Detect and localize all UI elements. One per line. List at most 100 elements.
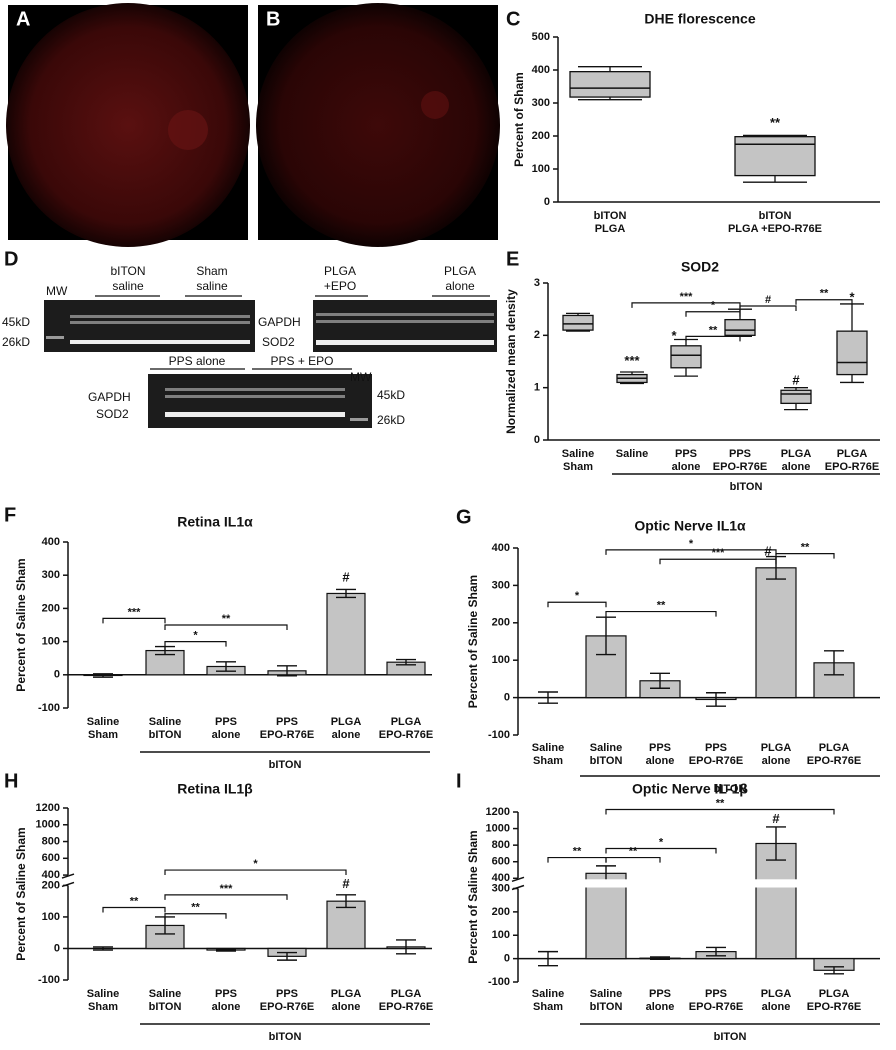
significance-label: ** (820, 288, 829, 300)
blot-label: +EPO (324, 279, 356, 293)
x-tick-label: alone (782, 461, 811, 473)
box (734, 136, 816, 177)
x-tick-label: EPO-R76E (379, 1001, 433, 1013)
axis-break (60, 876, 432, 885)
chart-title: SOD2 (681, 259, 719, 275)
x-tick-label: Saline (532, 742, 564, 754)
significance-bracket (164, 641, 227, 647)
x-tick-label: PLGA (819, 988, 850, 1000)
x-tick-label: Saline (87, 988, 119, 1000)
chart-title: Optic Nerve IL-1β (632, 781, 748, 797)
x-tick-label: Sham (563, 461, 593, 473)
chart-title: Optic Nerve IL1α (634, 518, 746, 534)
significance-label: *** (624, 353, 640, 368)
y-tick-label: 800 (492, 839, 510, 851)
y-tick-label: 1200 (486, 806, 510, 818)
x-tick-label: EPO-R76E (807, 755, 861, 767)
chart-title: DHE florescence (644, 11, 755, 27)
y-tick-label: 600 (42, 852, 60, 864)
panel-label: G (456, 506, 472, 528)
y-tick-label: 200 (532, 130, 550, 142)
significance-label: * (689, 538, 694, 550)
break-mark (61, 881, 75, 888)
blot-label: bITON (110, 264, 145, 278)
box (724, 318, 756, 336)
y-tick-label: 800 (42, 835, 60, 847)
y-tick-label: 100 (42, 636, 60, 648)
blot-label: 45kD (2, 315, 30, 329)
group-label: bITON (714, 783, 747, 795)
x-tick-label: bITON (590, 755, 623, 767)
x-tick-label: alone (762, 1001, 791, 1013)
significance-bracket (659, 558, 777, 565)
blot-label: PLGA (324, 264, 356, 278)
significance-label: # (772, 811, 780, 826)
x-tick-label: bITON (149, 729, 182, 741)
y-tick-label: 1 (534, 382, 540, 394)
x-tick-label: Saline (149, 716, 181, 728)
x-tick-label: PPS (705, 742, 727, 754)
x-tick-label: Saline (149, 988, 181, 1000)
y-axis-label: Percent of Sham (512, 72, 526, 167)
x-tick-label: alone (332, 729, 361, 741)
y-tick-label: 300 (492, 882, 510, 894)
significance-label: * (193, 630, 198, 642)
x-tick-label: PLGA (761, 988, 792, 1000)
y-tick-label: 3 (534, 277, 540, 289)
x-tick-label: PPS (675, 448, 697, 460)
image-a: A (6, 3, 250, 247)
y-tick-label: 1000 (486, 822, 510, 834)
x-tick-label: alone (646, 1001, 675, 1013)
y-tick-label: 300 (42, 569, 60, 581)
significance-label: *** (712, 547, 726, 559)
box (670, 345, 702, 369)
y-tick-label: 0 (544, 196, 550, 208)
y-tick-label: 1000 (36, 819, 60, 831)
x-tick-label: PLGA (391, 716, 422, 728)
y-tick-label: 600 (492, 856, 510, 868)
x-tick-label: EPO-R76E (825, 461, 879, 473)
panel-label: E (506, 248, 519, 270)
x-tick-label: alone (646, 755, 675, 767)
x-tick-label: alone (762, 755, 791, 767)
significance-bracket (605, 549, 777, 555)
box (569, 71, 651, 98)
significance-bracket (605, 847, 717, 854)
western-blots: D (4, 248, 497, 428)
significance-bracket (685, 335, 741, 342)
significance-label: ** (801, 542, 810, 554)
blot-label: saline (196, 279, 228, 293)
x-tick-label: PLGA (595, 223, 626, 235)
x-tick-label: Saline (590, 988, 622, 1000)
y-tick-label: 0 (504, 692, 510, 704)
chart-panel: F Retina IL1α Percent of Saline Sham -100 0 1… (4, 504, 433, 771)
panel-label: D (4, 248, 18, 270)
x-tick-label: alone (332, 1001, 361, 1013)
y-tick-label: 200 (42, 602, 60, 614)
bar (326, 900, 366, 950)
blot-label: MW (350, 370, 372, 384)
x-tick-label: alone (672, 461, 701, 473)
panel-label: A (16, 8, 30, 30)
significance-label: ** (130, 895, 139, 907)
significance-label: ** (191, 902, 200, 914)
box (780, 389, 812, 405)
significance-label: ** (657, 599, 666, 611)
y-axis-label: Percent of Saline Sham (14, 827, 28, 960)
significance-bracket (685, 311, 741, 317)
x-tick-label: EPO-R76E (379, 729, 433, 741)
significance-label: # (764, 544, 772, 559)
chart-panel: C DHE florescence Percent of Sham 0 100 200 30… (506, 8, 880, 235)
blot-label: 26kD (377, 413, 405, 427)
significance-label: * (253, 858, 258, 870)
x-tick-label: PLGA (331, 988, 362, 1000)
significance-label: * (849, 289, 855, 304)
significance-label: *** (128, 606, 142, 618)
chart-panel: H Retina IL1β Percent of Saline Sham -100 0 1… (4, 770, 433, 1043)
panel-label: B (266, 8, 280, 30)
significance-label: * (671, 328, 677, 343)
blot-label: PPS alone (169, 354, 226, 368)
blot-label: 45kD (377, 388, 405, 402)
break-mark (511, 876, 525, 883)
